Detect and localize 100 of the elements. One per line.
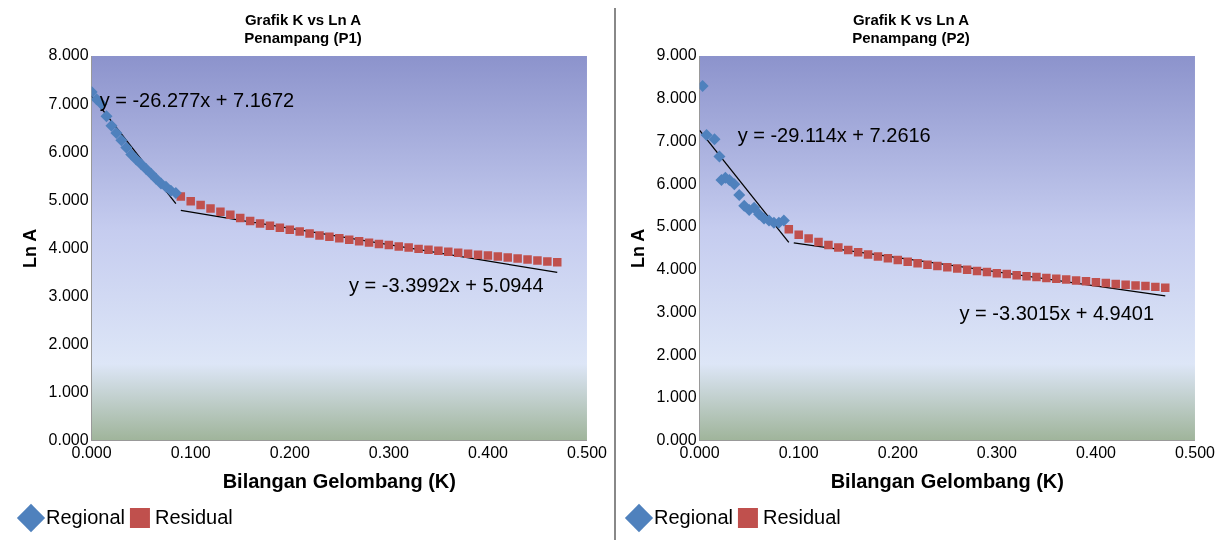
x-tick-label: 0.100 xyxy=(778,443,819,461)
x-tick-label: 0.500 xyxy=(1174,443,1215,461)
point xyxy=(793,230,803,239)
point xyxy=(803,234,813,243)
point xyxy=(902,257,912,266)
point xyxy=(732,188,745,201)
point xyxy=(1150,282,1160,292)
x-axis-title: Bilangan Gelombang (K) xyxy=(222,469,456,492)
point xyxy=(364,238,374,247)
point xyxy=(473,250,483,259)
point xyxy=(463,249,473,258)
point xyxy=(493,252,503,261)
point xyxy=(444,247,453,257)
chart-subtitle: Penampang (P2) xyxy=(851,29,970,47)
x-axis-title: Bilangan Gelombang (K) xyxy=(830,469,1064,492)
legend-label: Residual xyxy=(762,505,841,528)
point xyxy=(1071,276,1080,285)
point xyxy=(912,259,922,268)
legend-label: Regional xyxy=(46,505,125,528)
y-tick-label: 6.000 xyxy=(656,174,697,192)
x-tick-label: 0.400 xyxy=(1075,443,1116,461)
y-tick-label: 2.000 xyxy=(656,345,697,363)
point xyxy=(206,204,215,213)
point xyxy=(700,129,713,142)
point xyxy=(255,219,265,228)
point xyxy=(873,252,882,261)
point xyxy=(305,229,314,238)
point xyxy=(1011,271,1021,280)
x-tick-label: 0.300 xyxy=(368,443,409,461)
point xyxy=(404,243,413,252)
point xyxy=(434,246,443,256)
point xyxy=(110,126,123,139)
y-tick-label: 6.000 xyxy=(48,142,89,160)
point xyxy=(543,257,552,266)
point xyxy=(1021,271,1031,281)
chart-title: Grafik K vs Ln A xyxy=(852,11,969,29)
point xyxy=(394,242,403,251)
point xyxy=(315,231,324,240)
y-tick-label: 5.000 xyxy=(656,217,697,235)
point xyxy=(1041,273,1051,283)
point xyxy=(553,258,562,267)
point xyxy=(216,207,225,217)
y-tick-label: 1.000 xyxy=(656,388,697,406)
point xyxy=(196,200,205,210)
y-tick-label: 8.000 xyxy=(48,46,89,64)
annotation: y = -29.114x + 7.2616 xyxy=(737,123,931,146)
x-tick-label: 0.500 xyxy=(566,443,608,461)
point xyxy=(120,141,133,154)
annotation: y = -3.3015x + 4.9401 xyxy=(959,301,1154,324)
point xyxy=(523,255,532,264)
point xyxy=(483,251,493,260)
x-tick-label: 0.200 xyxy=(877,443,918,461)
point xyxy=(513,254,522,263)
y-tick-label: 1.000 xyxy=(48,383,89,401)
point xyxy=(335,234,344,243)
point xyxy=(922,260,932,269)
point xyxy=(414,244,423,254)
y-tick-label: 4.000 xyxy=(48,238,89,256)
point xyxy=(100,110,113,123)
point xyxy=(453,248,463,257)
y-tick-label: 7.000 xyxy=(48,94,89,112)
legend-label: Residual xyxy=(154,505,233,528)
point xyxy=(1130,281,1140,290)
point xyxy=(533,256,542,265)
point xyxy=(932,261,942,271)
point xyxy=(1051,274,1061,283)
x-tick-label: 0.200 xyxy=(269,443,310,461)
point xyxy=(105,119,118,132)
chart-subtitle: Penampang (P1) xyxy=(244,29,362,47)
point xyxy=(833,243,843,252)
point xyxy=(325,232,334,242)
point xyxy=(275,223,285,232)
point xyxy=(1140,281,1150,291)
y-tick-label: 5.000 xyxy=(48,190,89,208)
point xyxy=(1120,280,1130,289)
point xyxy=(813,237,823,247)
y-tick-label: 4.000 xyxy=(656,260,697,278)
annotation: y = -26.277x + 7.1672 xyxy=(99,89,295,112)
y-tick-label: 2.000 xyxy=(48,335,89,353)
point xyxy=(952,264,961,273)
point xyxy=(226,210,235,219)
point xyxy=(1160,283,1169,292)
point xyxy=(712,150,725,163)
legend-label: Regional xyxy=(653,505,733,528)
point xyxy=(1031,272,1041,282)
y-tick-label: 3.000 xyxy=(48,286,89,304)
point xyxy=(285,225,295,234)
x-tick-label: 0.300 xyxy=(976,443,1017,461)
point xyxy=(942,262,952,272)
point xyxy=(115,134,128,147)
point xyxy=(424,245,433,255)
y-axis-title: Ln A xyxy=(19,228,40,269)
point xyxy=(295,227,304,236)
point xyxy=(503,253,512,262)
point xyxy=(1081,277,1090,286)
point xyxy=(1061,275,1070,284)
y-tick-label: 7.000 xyxy=(656,131,697,149)
x-tick-label: 0.100 xyxy=(170,443,211,461)
chart-title: Grafik K vs Ln A xyxy=(244,11,362,29)
x-tick-label: 0.400 xyxy=(467,443,509,461)
